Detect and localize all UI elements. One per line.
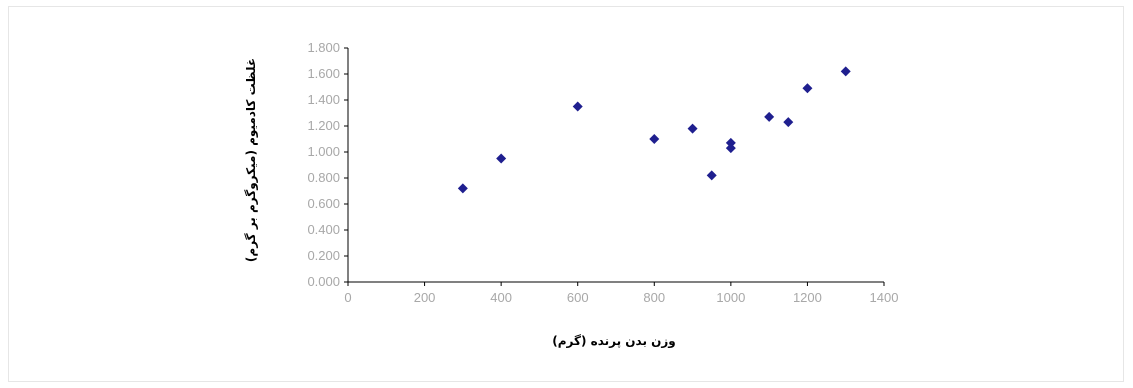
data-point — [783, 117, 794, 128]
x-tick-label: 400 — [490, 290, 512, 305]
chart-frame — [8, 6, 1124, 382]
y-tick-label: 1.400 — [307, 92, 340, 107]
x-ticks: 0 200 400 600 800 1000 1200 1400 — [344, 282, 898, 305]
y-tick-label: 0.800 — [307, 170, 340, 185]
x-tick-label: 1000 — [716, 290, 745, 305]
x-tick-label: 0 — [344, 290, 351, 305]
data-points — [457, 66, 851, 194]
data-point — [572, 101, 583, 112]
data-point — [802, 83, 813, 94]
x-tick-label: 200 — [414, 290, 436, 305]
data-point — [764, 111, 775, 122]
y-tick-label: 0.000 — [307, 274, 340, 289]
data-point — [840, 66, 851, 77]
y-tick-label: 1.800 — [307, 40, 340, 55]
data-point — [496, 153, 507, 164]
x-tick-label: 800 — [643, 290, 665, 305]
y-axis-title: غلظت کادميوم (ميکروگرم بر گرم) — [244, 58, 259, 262]
y-tick-label: 0.400 — [307, 222, 340, 237]
data-point — [649, 134, 660, 144]
y-tick-label: 1.600 — [307, 66, 340, 81]
x-tick-label: 1400 — [870, 290, 899, 305]
data-point — [725, 143, 736, 154]
data-point — [687, 123, 698, 134]
y-tick-label: 0.600 — [307, 196, 340, 211]
x-axis-title: وزن بدن پرنده (گرم) — [552, 334, 676, 349]
axes — [347, 48, 884, 283]
data-point — [706, 170, 717, 181]
x-tick-label: 1200 — [793, 290, 822, 305]
data-point — [457, 183, 468, 194]
x-tick-label: 600 — [567, 290, 589, 305]
y-tick-label: 1.200 — [307, 118, 340, 133]
data-point — [725, 137, 736, 148]
y-tick-label: 1.000 — [307, 144, 340, 159]
y-ticks: 0.000 0.200 0.400 0.600 0.800 1.000 1.200 1.400… — [307, 40, 348, 289]
y-tick-label: 0.200 — [307, 248, 340, 263]
